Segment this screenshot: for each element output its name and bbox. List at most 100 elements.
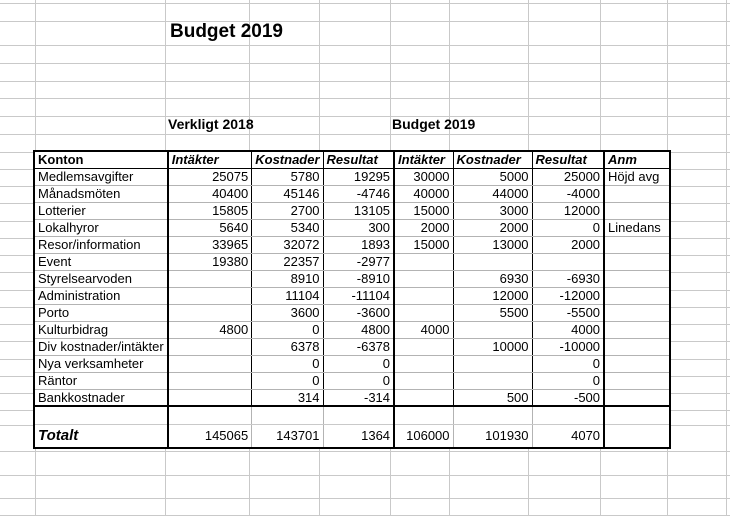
- cell-kostnader-2019[interactable]: 500: [452, 389, 533, 407]
- cell-kostnader-2019[interactable]: [452, 321, 533, 339]
- cell-intakter-2019[interactable]: [393, 389, 454, 407]
- cell-intakter-2018[interactable]: [166, 389, 252, 407]
- cell-kostnader-2018[interactable]: 6378: [251, 338, 324, 356]
- section-header-budget-2019[interactable]: Budget 2019: [392, 116, 476, 132]
- cell-anm[interactable]: [603, 338, 671, 356]
- cell-intakter-2018[interactable]: 19380: [166, 253, 252, 271]
- cell-resultat-2019[interactable]: -10000: [531, 338, 605, 356]
- cell-account[interactable]: Räntor: [34, 372, 168, 390]
- cell-intakter-2019[interactable]: 30000: [393, 168, 454, 186]
- cell-kostnader-2019[interactable]: [452, 355, 533, 373]
- cell-intakter-2019[interactable]: [393, 338, 454, 356]
- cell-kostnader-2019[interactable]: 2000: [452, 219, 533, 237]
- cell-account[interactable]: Div kostnader/intäkter: [34, 338, 168, 356]
- cell-intakter-2018[interactable]: 33965: [166, 236, 252, 254]
- cell-empty[interactable]: [531, 406, 605, 425]
- cell-empty[interactable]: [34, 406, 168, 425]
- cell-account[interactable]: Lokalhyror: [34, 219, 168, 237]
- cell-intakter-2019[interactable]: [393, 304, 454, 322]
- column-header-intakter-2018[interactable]: Intäkter: [166, 151, 252, 169]
- cell-resultat-2019[interactable]: -500: [531, 389, 605, 407]
- column-header-konton[interactable]: Konton: [34, 151, 168, 169]
- cell-kostnader-2019[interactable]: [452, 372, 533, 390]
- total-intakter-2018[interactable]: 145065: [166, 424, 252, 448]
- cell-intakter-2018[interactable]: [166, 304, 252, 322]
- cell-kostnader-2018[interactable]: 45146: [251, 185, 324, 203]
- section-header-verkligt-2018[interactable]: Verkligt 2018: [168, 116, 254, 132]
- cell-kostnader-2018[interactable]: 5340: [251, 219, 324, 237]
- cell-kostnader-2019[interactable]: [452, 253, 533, 271]
- total-anm[interactable]: [603, 424, 671, 448]
- cell-anm[interactable]: Höjd avg: [603, 168, 671, 186]
- cell-resultat-2018[interactable]: -11104: [322, 287, 395, 305]
- cell-resultat-2018[interactable]: 4800: [322, 321, 395, 339]
- cell-account[interactable]: Bankkostnader: [34, 389, 168, 407]
- column-header-resultat-2019[interactable]: Resultat: [531, 151, 605, 169]
- cell-resultat-2019[interactable]: [531, 253, 605, 271]
- cell-resultat-2018[interactable]: -2977: [322, 253, 395, 271]
- cell-empty[interactable]: [251, 406, 324, 425]
- cell-intakter-2018[interactable]: [166, 372, 252, 390]
- cell-kostnader-2018[interactable]: 32072: [251, 236, 324, 254]
- cell-resultat-2018[interactable]: 0: [322, 355, 395, 373]
- sheet-title[interactable]: Budget 2019: [170, 21, 283, 42]
- cell-intakter-2018[interactable]: [166, 355, 252, 373]
- cell-resultat-2018[interactable]: -8910: [322, 270, 395, 288]
- cell-resultat-2019[interactable]: -5500: [531, 304, 605, 322]
- cell-resultat-2019[interactable]: 25000: [531, 168, 605, 186]
- cell-kostnader-2019[interactable]: 3000: [452, 202, 533, 220]
- cell-empty[interactable]: [166, 406, 252, 425]
- cell-empty[interactable]: [322, 406, 395, 425]
- cell-resultat-2018[interactable]: 19295: [322, 168, 395, 186]
- total-kostnader-2018[interactable]: 143701: [251, 424, 324, 448]
- cell-account[interactable]: Resor/information: [34, 236, 168, 254]
- cell-account[interactable]: Medlemsavgifter: [34, 168, 168, 186]
- cell-kostnader-2018[interactable]: 2700: [251, 202, 324, 220]
- cell-kostnader-2018[interactable]: 8910: [251, 270, 324, 288]
- cell-resultat-2019[interactable]: 0: [531, 219, 605, 237]
- cell-intakter-2018[interactable]: 40400: [166, 185, 252, 203]
- cell-anm[interactable]: [603, 185, 671, 203]
- cell-intakter-2019[interactable]: 15000: [393, 202, 454, 220]
- column-header-resultat-2018[interactable]: Resultat: [322, 151, 395, 169]
- cell-intakter-2018[interactable]: 15805: [166, 202, 252, 220]
- cell-kostnader-2019[interactable]: 5500: [452, 304, 533, 322]
- cell-anm[interactable]: [603, 372, 671, 390]
- cell-intakter-2018[interactable]: [166, 270, 252, 288]
- cell-kostnader-2019[interactable]: 6930: [452, 270, 533, 288]
- cell-account[interactable]: Administration: [34, 287, 168, 305]
- cell-anm[interactable]: [603, 389, 671, 407]
- cell-resultat-2019[interactable]: -12000: [531, 287, 605, 305]
- cell-kostnader-2019[interactable]: 13000: [452, 236, 533, 254]
- cell-kostnader-2018[interactable]: 22357: [251, 253, 324, 271]
- cell-intakter-2018[interactable]: 4800: [166, 321, 252, 339]
- cell-account[interactable]: Nya verksamheter: [34, 355, 168, 373]
- total-resultat-2019[interactable]: 4070: [531, 424, 605, 448]
- cell-resultat-2018[interactable]: 300: [322, 219, 395, 237]
- cell-account[interactable]: Event: [34, 253, 168, 271]
- total-label[interactable]: Totalt: [38, 427, 79, 445]
- cell-kostnader-2019[interactable]: 44000: [452, 185, 533, 203]
- cell-intakter-2019[interactable]: [393, 253, 454, 271]
- column-header-anm[interactable]: Anm: [603, 151, 671, 169]
- cell-intakter-2019[interactable]: [393, 287, 454, 305]
- cell-intakter-2019[interactable]: [393, 372, 454, 390]
- total-intakter-2019[interactable]: 106000: [393, 424, 454, 448]
- cell-resultat-2019[interactable]: 0: [531, 355, 605, 373]
- cell-account[interactable]: Styrelsearvoden: [34, 270, 168, 288]
- cell-empty[interactable]: [452, 406, 533, 425]
- cell-kostnader-2018[interactable]: 11104: [251, 287, 324, 305]
- cell-intakter-2019[interactable]: 40000: [393, 185, 454, 203]
- cell-resultat-2019[interactable]: 2000: [531, 236, 605, 254]
- cell-kostnader-2018[interactable]: 5780: [251, 168, 324, 186]
- cell-resultat-2019[interactable]: 12000: [531, 202, 605, 220]
- cell-intakter-2019[interactable]: 4000: [393, 321, 454, 339]
- column-header-kostnader-2019[interactable]: Kostnader: [452, 151, 533, 169]
- cell-empty[interactable]: [603, 406, 671, 425]
- cell-kostnader-2018[interactable]: 3600: [251, 304, 324, 322]
- cell-intakter-2019[interactable]: 15000: [393, 236, 454, 254]
- cell-kostnader-2018[interactable]: 0: [251, 355, 324, 373]
- cell-empty[interactable]: [393, 406, 454, 425]
- cell-intakter-2018[interactable]: [166, 338, 252, 356]
- column-header-intakter-2019[interactable]: Intäkter: [393, 151, 454, 169]
